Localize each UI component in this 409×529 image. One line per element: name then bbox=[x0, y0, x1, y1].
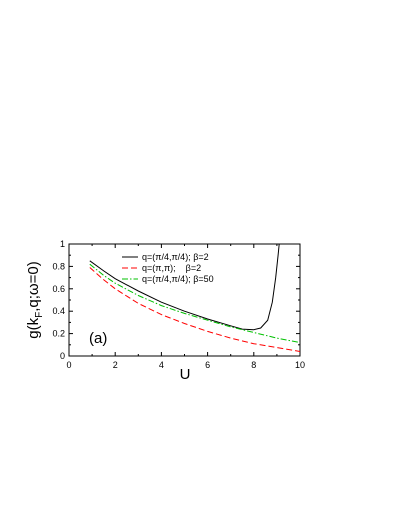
series-line-0 bbox=[89, 243, 280, 331]
series-line-1 bbox=[89, 267, 301, 352]
y-axis-title-subscript: F bbox=[34, 312, 45, 318]
x-tick-label-1: 2 bbox=[113, 360, 118, 370]
x-tick-label-2: 4 bbox=[159, 360, 164, 370]
tick-labels: 0 2 4 6 8 10 0 0.2 0.4 0.6 0.8 1 bbox=[52, 239, 305, 370]
y-tick-label-5: 1 bbox=[60, 239, 65, 249]
y-tick-label-1: 0.2 bbox=[52, 329, 65, 339]
series-lines bbox=[89, 243, 301, 352]
series-line-2 bbox=[89, 263, 301, 344]
y-tick-label-4: 0.8 bbox=[52, 261, 65, 271]
legend: q=(π/4,π/4); β=2q=(π,π); β=2q=(π/4,π/4);… bbox=[122, 252, 214, 284]
y-axis-title: g(kF,q;ω=0) bbox=[25, 261, 45, 338]
y-tick-label-2: 0.4 bbox=[52, 306, 65, 316]
y-tick-label-3: 0.6 bbox=[52, 284, 65, 294]
x-tick-label-0: 0 bbox=[66, 360, 71, 370]
x-axis-title: U bbox=[180, 366, 191, 383]
x-tick-label-4: 8 bbox=[251, 360, 256, 370]
y-tick-label-0: 0 bbox=[60, 351, 65, 361]
panel-label: (a) bbox=[89, 330, 107, 347]
y-axis-title-rest: ,q;ω=0) bbox=[25, 261, 42, 312]
x-tick-label-3: 6 bbox=[205, 360, 210, 370]
axis-ticks bbox=[68, 243, 301, 357]
legend-label-0: q=(π/4,π/4); β=2 bbox=[142, 252, 209, 262]
legend-label-1: q=(π,π); β=2 bbox=[142, 263, 201, 273]
x-tick-label-5: 10 bbox=[295, 360, 305, 370]
y-axis-title-main: g(k bbox=[25, 317, 42, 338]
legend-label-2: q=(π/4,π/4); β=50 bbox=[142, 274, 214, 284]
